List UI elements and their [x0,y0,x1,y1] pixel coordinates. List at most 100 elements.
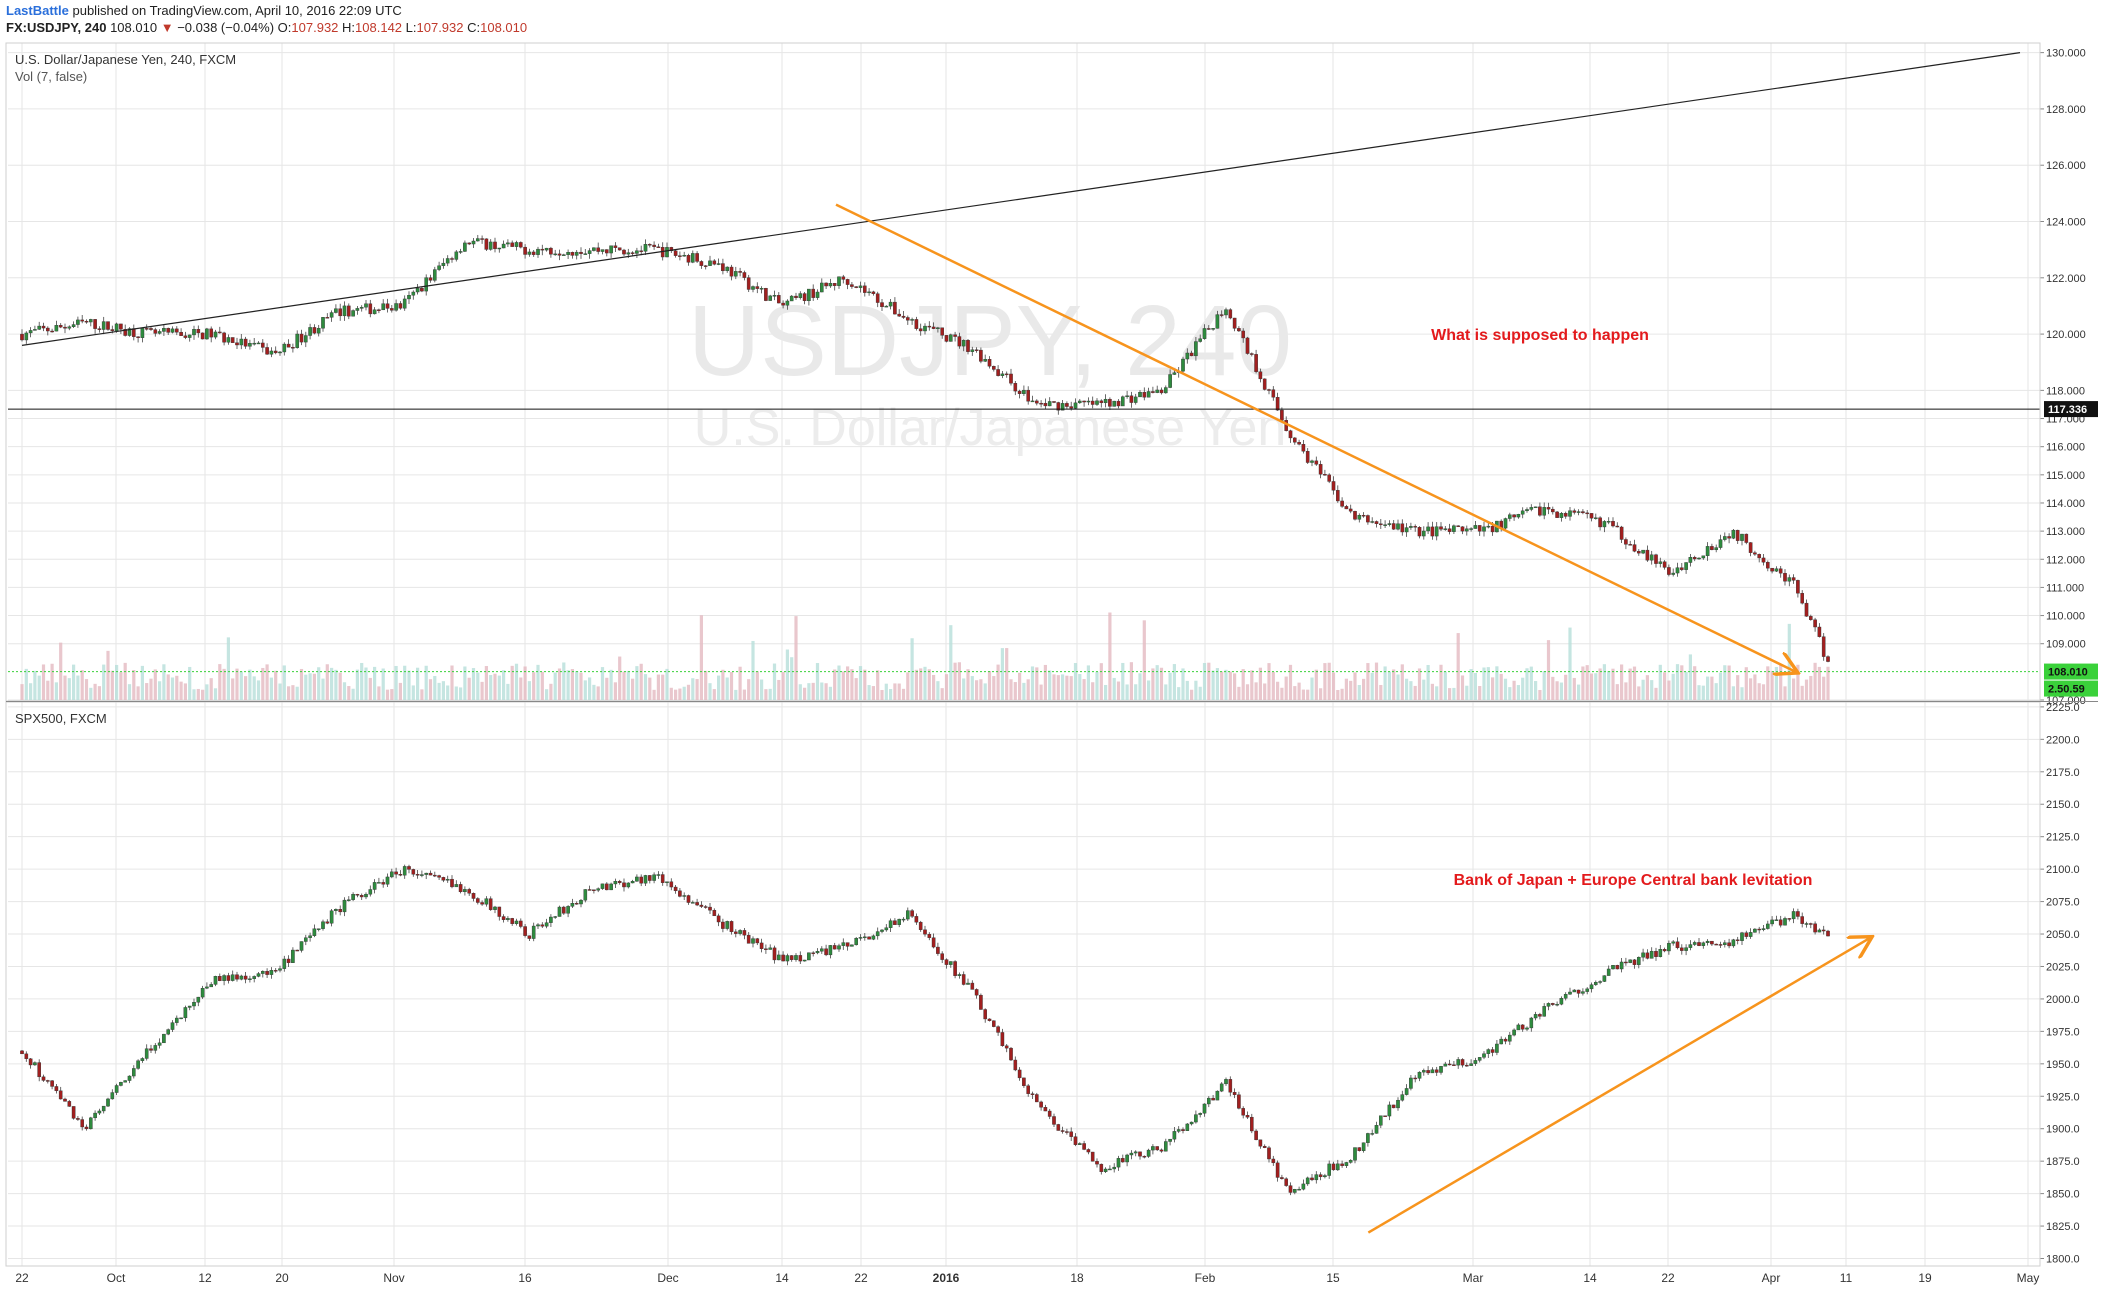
volume-bar [188,666,192,700]
spx-candle [1688,944,1693,948]
spx-candle [1512,1029,1516,1036]
spx-candle [445,878,450,881]
spx-candle [424,872,429,875]
usdjpy-candle [536,248,540,255]
spx-candle [1189,1121,1194,1125]
uptrend-arrow [1367,938,1870,1234]
spx-candle [1808,923,1813,925]
spx-candle [24,1053,29,1059]
usdjpy-candle [1821,636,1826,657]
price-tag-117-bg [2044,401,2098,418]
x-tick-label: 16 [518,1271,532,1285]
spx-candle [140,1058,145,1061]
spx-candle [1516,1024,1521,1031]
spx-candle [114,1085,119,1093]
spx-candle [1490,1049,1495,1053]
volume-bar [471,668,476,700]
usdjpy-candle [144,328,149,330]
usdjpy-candle [1817,626,1822,637]
usdjpy-candle [841,276,846,280]
spx-candle [974,989,979,996]
usdjpy-candle [1189,352,1194,357]
usdjpy-candle [1443,528,1448,530]
usdjpy-candle [880,302,884,308]
usdjpy-candle [1103,398,1108,404]
volume-bar [686,684,691,700]
spx-candle [553,916,557,918]
volume-bar [196,688,200,700]
usdjpy-candle [996,369,1000,376]
volume-bar [1564,674,1568,700]
volume-bar [540,671,544,700]
usdjpy-candle [1787,577,1792,582]
usdjpy-candle [368,303,373,315]
usdjpy-candle [1632,544,1637,552]
spx-candle [476,898,480,903]
spx-candle [1542,1006,1546,1017]
volume-bar [381,668,385,700]
usdjpy-candle [966,339,970,352]
volume-bar [1022,682,1026,700]
usdjpy-candle [837,276,841,286]
volume-bar [1796,664,1800,700]
usdjpy-candle [574,251,579,256]
usdjpy-candle [239,338,244,346]
volume-bar [1473,673,1477,700]
usdjpy-candle [394,303,398,311]
usdjpy-candle [523,246,527,255]
top-pane-title: U.S. Dollar/Japanese Yen, 240, FXCM [15,52,236,67]
volume-bar [1147,680,1151,700]
usdjpy-candle [1280,409,1284,421]
usdjpy-candle [1658,561,1663,564]
usdjpy-candle [157,331,162,334]
volume-bar [1478,686,1482,700]
spx-candle [278,968,282,971]
volume-bar [1073,663,1078,700]
usdjpy-candle [893,301,897,315]
spx-candle [239,975,244,980]
spx-candle [1464,1064,1469,1067]
volume-bar [360,662,364,700]
spx-candle [1701,942,1706,946]
volume-bar [1362,678,1366,700]
open-value: 107.932 [291,20,339,35]
volume-bar [781,672,785,700]
usdjpy-candle [1219,314,1224,316]
usdjpy-candle [1520,510,1525,515]
usdjpy-candle [1146,391,1151,398]
volume-bar [119,672,123,700]
usdjpy-candle [570,252,575,256]
volume-bar [192,689,196,700]
usdjpy-candle [390,308,394,311]
usdjpy-candle [1022,389,1026,394]
usdjpy-candle [777,295,781,304]
volume-bar [1654,687,1658,700]
usdjpy-candle [183,335,188,338]
author-link[interactable]: LastBattle [6,3,69,18]
spx-candle [484,898,489,905]
usdjpy-candle [979,349,983,362]
spx-candle [789,955,794,960]
spx-candle [149,1048,153,1051]
volume-bar [1172,664,1176,700]
volume-bar [992,676,996,700]
spx-candle [1039,1101,1043,1108]
usdjpy-candle [1744,533,1749,543]
spx-candle [131,1068,136,1077]
volume-bar [626,670,630,700]
volume-bar [1366,663,1370,700]
y-tick-label-usdjpy: 112.000 [2046,554,2085,566]
spx-candle [1215,1090,1220,1101]
x-tick-label: Mar [1463,1271,1484,1285]
spx-candle [1538,1014,1542,1017]
usdjpy-candle [1740,533,1744,541]
usdjpy-candle [1206,328,1211,330]
volume-bar [820,682,824,700]
spx-candle [686,895,691,903]
x-tick-label: 22 [15,1271,29,1285]
spx-candle [871,935,876,940]
volume-bar [140,665,144,700]
y-tick-label-usdjpy: 128.000 [2046,104,2086,116]
spx-candle [1142,1155,1147,1158]
